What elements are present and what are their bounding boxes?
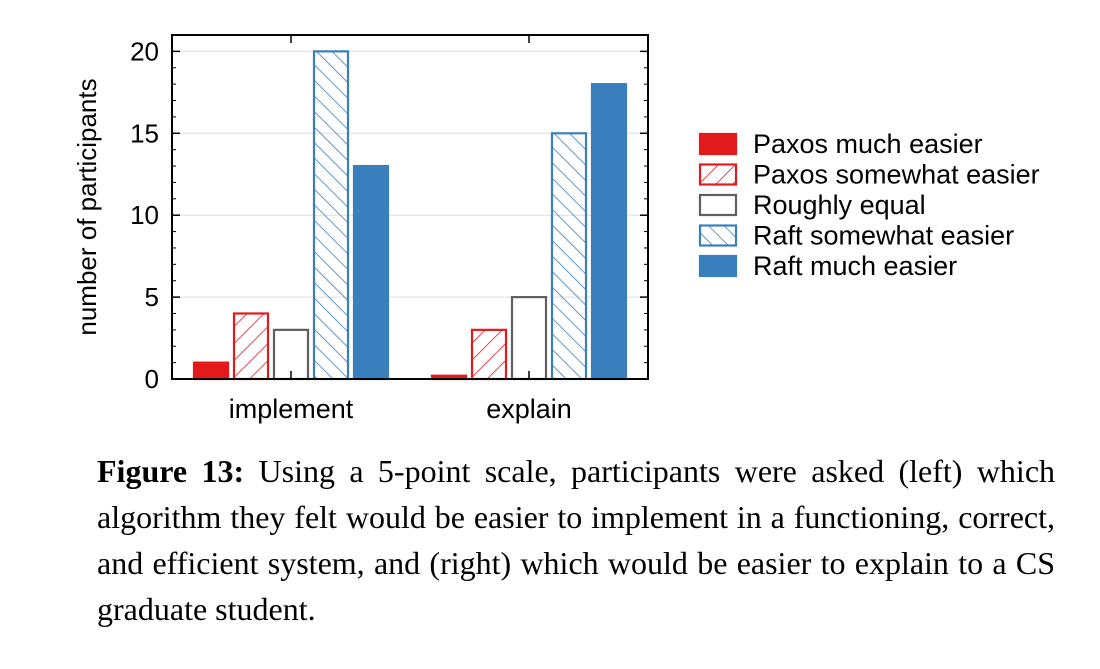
y-tick-label: 15 bbox=[130, 118, 159, 148]
y-tick-label: 5 bbox=[145, 282, 159, 312]
bar-explain-4 bbox=[590, 83, 628, 381]
legend-swatch-3 bbox=[698, 224, 738, 247]
axes bbox=[171, 34, 649, 380]
bar-implement-1 bbox=[232, 312, 270, 381]
bar-explain-2 bbox=[510, 295, 548, 381]
legend-label-2: Roughly equal bbox=[753, 190, 926, 220]
caption-text: Using a 5-point scale, participants were… bbox=[97, 453, 1056, 627]
legend-label-3: Raft somewhat easier bbox=[753, 221, 1014, 251]
plot-frame bbox=[171, 34, 649, 380]
bar-implement-4 bbox=[352, 164, 390, 381]
bar-explain-1 bbox=[470, 328, 508, 381]
legend-label-4: Raft much easier bbox=[753, 251, 957, 281]
y-axis-label: number of participants bbox=[72, 78, 102, 335]
bar-implement-0 bbox=[192, 361, 230, 381]
x-tick-label: implement bbox=[229, 394, 354, 424]
x-tick-label: explain bbox=[486, 394, 572, 424]
legend-label-1: Paxos somewhat easier bbox=[753, 160, 1040, 190]
ticks: 0 5 10 15 20 implement explain bbox=[130, 34, 648, 424]
caption-label: Figure 13: bbox=[97, 453, 245, 489]
legend-swatch-2 bbox=[698, 193, 738, 217]
bar-implement-2 bbox=[272, 328, 310, 381]
figure-caption: Figure 13: Using a 5-point scale, partic… bbox=[97, 448, 1055, 632]
legend-label-0: Paxos much easier bbox=[753, 129, 983, 159]
bar-explain-3 bbox=[550, 132, 588, 381]
y-tick-label: 0 bbox=[145, 364, 159, 394]
y-tick-label: 10 bbox=[130, 200, 159, 230]
y-tick-label: 20 bbox=[130, 36, 159, 66]
legend-swatch-1 bbox=[698, 163, 738, 186]
legend-swatch-0 bbox=[698, 132, 738, 156]
bar-chart: 0 5 10 15 20 implement explain number of parti… bbox=[72, 34, 1040, 424]
legend-swatch-4 bbox=[698, 254, 738, 278]
bar-implement-3 bbox=[312, 50, 350, 381]
